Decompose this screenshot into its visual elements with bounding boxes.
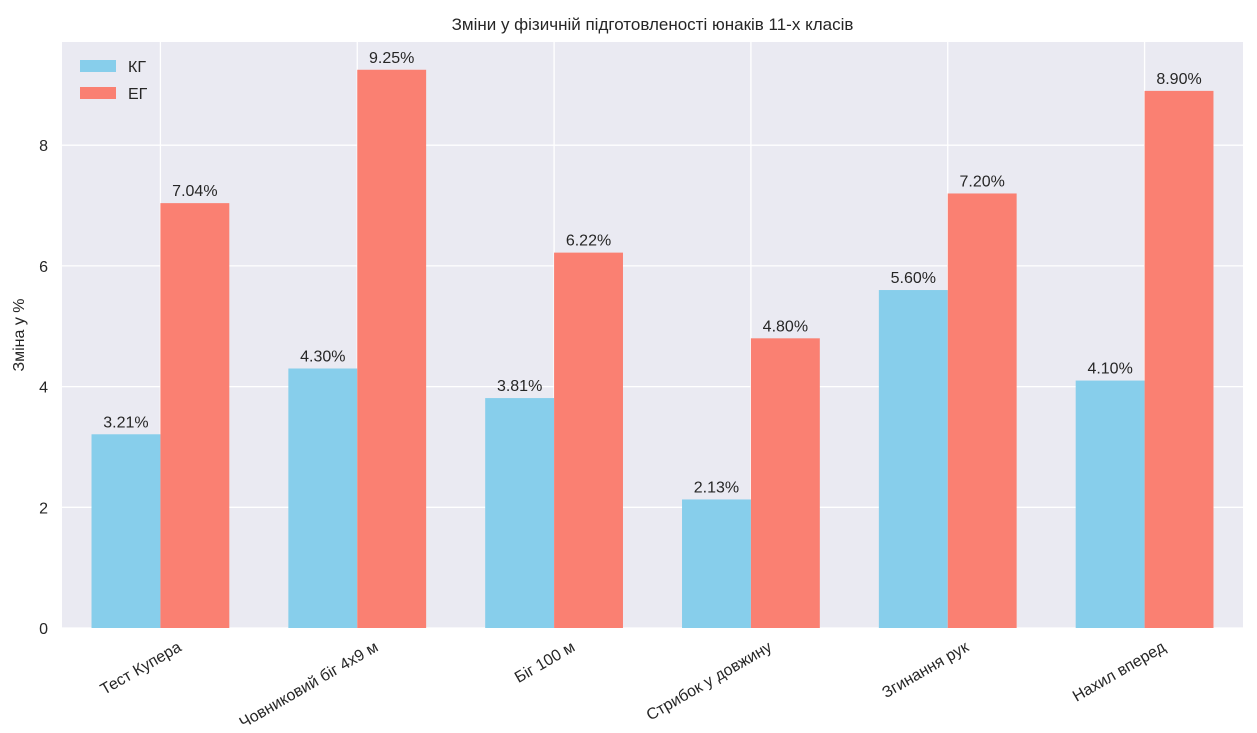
x-tick-label: Човниковий біг 4x9 м <box>237 639 381 732</box>
bar-value-label: 2.13% <box>694 479 739 496</box>
bar <box>682 499 751 628</box>
y-tick-label: 0 <box>39 621 48 638</box>
y-axis-label: Зміна у % <box>11 298 28 371</box>
y-tick-label: 4 <box>39 380 48 397</box>
chart-title: Зміни у фізичній підготовленості юнаків … <box>452 15 854 34</box>
x-tick-label: Нахил вперед <box>1070 638 1169 705</box>
bar-value-label: 7.20% <box>960 173 1005 190</box>
legend-swatch <box>80 87 116 99</box>
x-tick-label: Стрибок у довжину <box>644 639 775 725</box>
bar <box>160 203 229 628</box>
bar <box>554 253 623 628</box>
x-axis-ticks: Тест Купера Човниковий біг 4x9 м Біг 100 м… <box>98 638 1169 732</box>
bar <box>485 398 554 628</box>
bar <box>948 193 1017 628</box>
x-tick-label: Біг 100 м <box>512 639 578 687</box>
bar <box>92 434 161 628</box>
bar <box>1145 91 1214 628</box>
legend-swatch <box>80 60 116 72</box>
y-tick-label: 8 <box>39 138 48 155</box>
y-axis-ticks: 0 2 4 6 8 <box>39 138 48 638</box>
bar-value-label: 7.04% <box>172 183 217 200</box>
bar <box>1076 381 1145 628</box>
x-tick-label: Згинання рук <box>880 638 973 702</box>
bar <box>357 70 426 628</box>
y-tick-label: 6 <box>39 259 48 276</box>
legend-label: КГ <box>128 59 146 76</box>
bar-value-label: 4.30% <box>300 348 345 365</box>
plot-background <box>62 42 1243 628</box>
bar-value-label: 4.80% <box>763 318 808 335</box>
x-tick-label: Тест Купера <box>98 639 185 699</box>
bar-value-label: 3.21% <box>103 414 148 431</box>
bar-value-label: 3.81% <box>497 378 542 395</box>
bar <box>288 368 357 628</box>
y-tick-label: 2 <box>39 500 48 517</box>
legend-label: ЕГ <box>128 86 148 103</box>
bar-value-label: 5.60% <box>891 270 936 287</box>
bar-value-label: 4.10% <box>1087 361 1132 378</box>
bar-value-label: 9.25% <box>369 50 414 67</box>
bar-value-label: 8.90% <box>1156 71 1201 88</box>
bar-value-label: 6.22% <box>566 233 611 250</box>
bar <box>751 338 820 628</box>
bar <box>879 290 948 628</box>
